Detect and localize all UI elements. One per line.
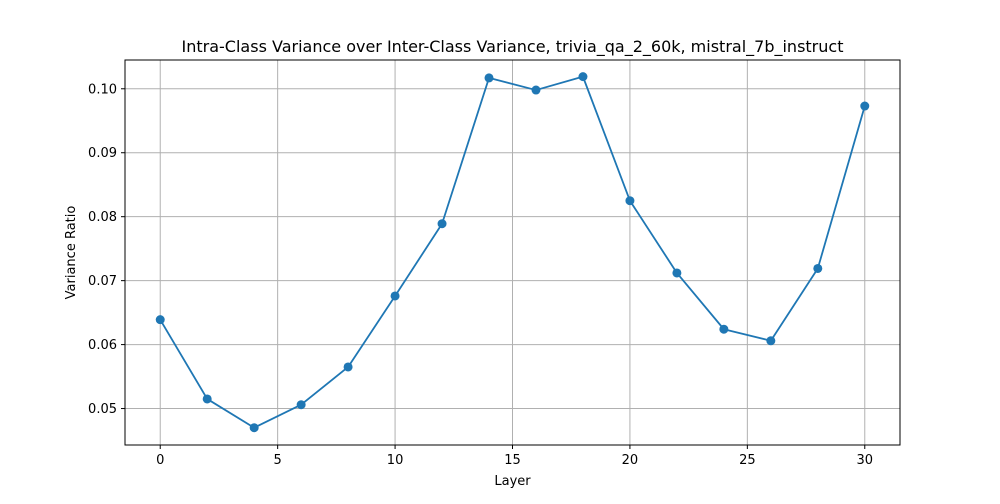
x-tick-label: 5 bbox=[274, 453, 282, 468]
x-axis-label: Layer bbox=[494, 474, 531, 489]
plot-frame bbox=[124, 59, 901, 446]
grid bbox=[125, 60, 900, 445]
x-tick-label: 10 bbox=[387, 453, 404, 468]
x-tick-label: 25 bbox=[739, 453, 756, 468]
data-point bbox=[531, 85, 541, 95]
series bbox=[155, 72, 870, 433]
y-tick-label: 0.08 bbox=[88, 210, 117, 225]
data-point bbox=[813, 263, 823, 273]
y-axis-label: Variance Ratio bbox=[64, 206, 79, 300]
data-point bbox=[766, 336, 776, 346]
series-line bbox=[159, 75, 866, 429]
y-tick-label: 0.06 bbox=[88, 338, 117, 353]
x-tick-label: 30 bbox=[856, 453, 873, 468]
data-point bbox=[484, 73, 494, 83]
data-point bbox=[390, 291, 400, 301]
data-point bbox=[672, 268, 682, 278]
x-tick-label: 15 bbox=[504, 453, 521, 468]
data-point bbox=[296, 400, 306, 410]
data-point bbox=[249, 423, 259, 433]
data-point bbox=[625, 196, 635, 206]
y-tick-label: 0.07 bbox=[88, 274, 117, 289]
x-tick-label: 0 bbox=[156, 453, 164, 468]
y-tick-label: 0.10 bbox=[88, 82, 117, 97]
data-point bbox=[202, 394, 212, 404]
data-point bbox=[719, 324, 729, 334]
y-tick-label: 0.09 bbox=[88, 146, 117, 161]
y-tick-label: 0.05 bbox=[88, 402, 117, 417]
data-point bbox=[578, 72, 588, 82]
data-point bbox=[437, 219, 447, 229]
data-point bbox=[343, 362, 353, 372]
data-point bbox=[860, 101, 870, 111]
data-point bbox=[155, 315, 165, 325]
axis-ticks: 0 5 10 15 20 25 30 0.05 0.06 0.07 0.08 0.09 0.10 bbox=[88, 82, 873, 468]
chart-title: Intra-Class Variance over Inter-Class Va… bbox=[182, 37, 844, 57]
x-tick-label: 20 bbox=[622, 453, 639, 468]
